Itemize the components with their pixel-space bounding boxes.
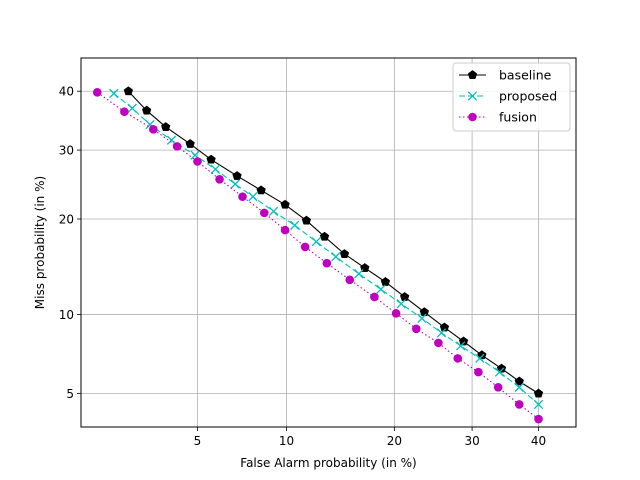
data-point-proposed xyxy=(456,341,466,351)
plot-frame xyxy=(80,57,577,428)
series-line-fusion xyxy=(96,91,539,420)
data-point-fusion xyxy=(453,354,463,363)
legend-marker-baseline xyxy=(467,70,478,79)
tick-layer: 5 10 20 30 40 5 10 20 30 40 xyxy=(59,85,546,448)
legend: baseline proposed fusion xyxy=(452,62,571,132)
data-point-proposed xyxy=(417,313,427,323)
legend-label-baseline: baseline xyxy=(499,68,552,83)
data-point-proposed xyxy=(166,135,177,145)
data-point-fusion xyxy=(322,258,332,268)
y-axis-label: Miss probability (in %) xyxy=(33,176,47,309)
data-point-proposed xyxy=(475,353,485,364)
x-tick-label: 20 xyxy=(387,434,402,448)
data-point-fusion xyxy=(193,157,202,166)
data-point-fusion xyxy=(391,309,401,318)
data-point-baseline xyxy=(185,138,195,148)
data-point-proposed xyxy=(514,382,524,392)
data-point-fusion xyxy=(172,142,182,151)
data-point-baseline xyxy=(301,215,312,225)
data-point-fusion xyxy=(215,175,224,184)
data-point-fusion xyxy=(411,324,421,334)
data-point-proposed xyxy=(354,269,364,279)
data-point-proposed xyxy=(396,299,406,309)
y-tick-label: 40 xyxy=(59,85,74,99)
legend-box xyxy=(452,62,571,132)
data-point-fusion xyxy=(259,208,269,218)
series-fusion xyxy=(92,88,543,424)
data-point-baseline xyxy=(319,231,330,241)
data-point-proposed xyxy=(494,367,505,377)
data-point-fusion xyxy=(120,107,129,117)
data-point-baseline xyxy=(477,350,487,360)
data-point-proposed xyxy=(248,192,258,202)
legend-item-proposed: proposed xyxy=(459,89,557,104)
x-tick-label: 5 xyxy=(194,434,202,448)
data-point-baseline xyxy=(206,154,216,164)
data-point-baseline xyxy=(161,122,171,131)
data-point-fusion xyxy=(238,192,247,201)
data-point-proposed xyxy=(290,220,300,230)
legend-marker-fusion xyxy=(468,112,477,122)
data-point-proposed xyxy=(436,328,447,338)
data-point-baseline xyxy=(419,307,430,317)
data-point-baseline xyxy=(232,171,242,180)
data-point-baseline xyxy=(399,292,410,301)
data-point-proposed xyxy=(268,206,279,217)
x-axis-label: False Alarm probability (in %) xyxy=(240,456,416,470)
data-point-baseline xyxy=(458,336,469,346)
data-point-baseline xyxy=(280,199,290,209)
data-point-baseline xyxy=(256,185,266,195)
data-point-fusion xyxy=(149,125,158,134)
data-point-fusion xyxy=(474,367,483,377)
data-point-proposed xyxy=(331,252,341,262)
series-layer xyxy=(92,86,544,424)
legend-item-baseline: baseline xyxy=(459,68,552,83)
legend-label-proposed: proposed xyxy=(499,89,557,104)
data-point-baseline xyxy=(514,376,524,386)
legend-label-fusion: fusion xyxy=(499,110,537,125)
data-point-fusion xyxy=(280,225,290,235)
data-point-proposed xyxy=(533,399,544,410)
data-point-fusion xyxy=(345,275,355,285)
y-tick-label: 5 xyxy=(66,387,74,401)
data-point-baseline xyxy=(496,363,507,373)
series-line-baseline xyxy=(127,90,539,394)
y-tick-label: 30 xyxy=(59,144,74,158)
data-point-proposed xyxy=(210,164,221,174)
data-point-fusion xyxy=(434,338,443,348)
data-point-fusion xyxy=(92,88,102,97)
x-tick-label: 10 xyxy=(279,434,294,448)
series-proposed xyxy=(109,88,544,410)
y-tick-label: 20 xyxy=(59,213,74,227)
data-point-fusion xyxy=(300,242,310,252)
legend-item-fusion: fusion xyxy=(459,110,537,125)
series-line-proposed xyxy=(113,93,539,405)
data-point-baseline xyxy=(439,322,450,332)
data-point-proposed xyxy=(376,284,386,294)
data-point-baseline xyxy=(339,249,350,258)
data-point-proposed xyxy=(109,88,119,99)
data-point-proposed xyxy=(311,237,321,247)
data-point-fusion xyxy=(370,292,379,302)
data-point-fusion xyxy=(514,400,524,409)
data-point-baseline xyxy=(380,276,391,286)
x-tick-label: 40 xyxy=(531,434,546,448)
data-point-proposed xyxy=(127,103,137,113)
x-tick-label: 30 xyxy=(464,434,479,448)
data-point-proposed xyxy=(230,179,240,189)
data-point-fusion xyxy=(493,383,503,392)
data-point-baseline xyxy=(533,388,544,398)
data-point-baseline xyxy=(141,105,152,115)
data-point-fusion xyxy=(534,414,543,424)
y-tick-label: 10 xyxy=(59,308,74,322)
legend-marker-proposed xyxy=(467,91,478,101)
data-point-baseline xyxy=(123,86,134,96)
series-baseline xyxy=(123,86,544,398)
